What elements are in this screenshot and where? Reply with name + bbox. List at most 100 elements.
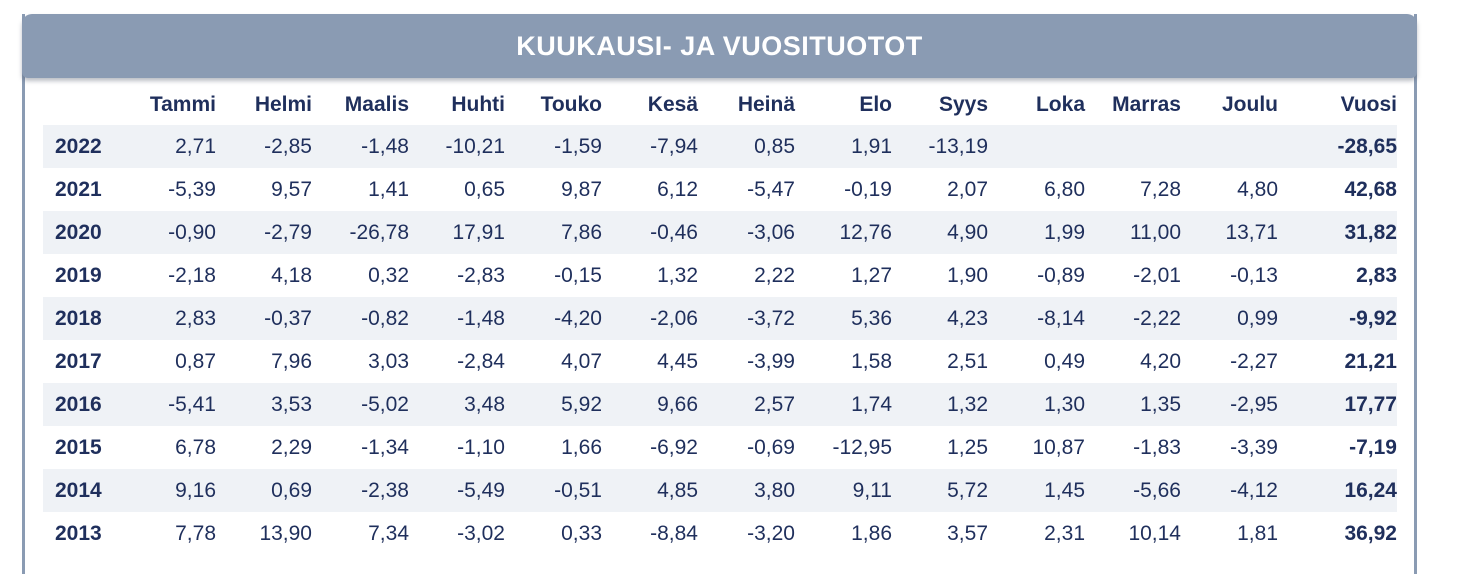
annual-value-cell: -28,65 — [1278, 125, 1397, 168]
month-value-cell: 1,41 — [368, 177, 409, 201]
month-value-cell: -1,59 — [505, 125, 602, 168]
month-value-cell: -3,39 — [1230, 435, 1278, 459]
month-value-cell: 9,87 — [561, 177, 602, 201]
month-value-cell: 7,96 — [271, 349, 312, 373]
month-value-cell: -0,13 — [1230, 263, 1278, 287]
year-cell: 2013 — [55, 521, 102, 545]
month-value-cell: 1,32 — [892, 383, 988, 426]
month-value-cell: 1,66 — [561, 435, 602, 459]
month-value-cell: 1,74 — [795, 383, 892, 426]
month-value-cell: 2,31 — [1044, 521, 1085, 545]
month-value-cell: -2,85 — [216, 125, 312, 168]
month-value-cell: 7,34 — [368, 521, 409, 545]
year-cell: 2020 — [43, 211, 128, 254]
column-header-elo: Elo — [859, 92, 892, 116]
column-header-huhti: Huhti — [451, 92, 505, 116]
month-value-cell: 4,45 — [657, 349, 698, 373]
month-value-cell: 2,07 — [947, 177, 988, 201]
year-cell: 2019 — [55, 263, 102, 287]
month-value-cell: 4,80 — [1237, 177, 1278, 201]
month-value-cell: 13,90 — [259, 521, 312, 545]
month-value-cell: 5,92 — [505, 383, 602, 426]
month-value-cell: 5,36 — [795, 297, 892, 340]
month-value-cell: -0,89 — [1037, 263, 1085, 287]
year-header — [43, 84, 128, 125]
month-value-cell: -2,18 — [168, 263, 216, 287]
annual-value-cell: 36,92 — [1344, 521, 1397, 545]
column-header-maalis: Maalis — [344, 92, 409, 116]
month-value-cell: -10,21 — [409, 125, 505, 168]
column-header-joulu: Joulu — [1222, 92, 1278, 116]
month-value-cell: 9,16 — [128, 469, 216, 512]
month-value-cell: -2,38 — [312, 469, 409, 512]
month-value-cell: -3,72 — [698, 297, 795, 340]
column-header-loka: Loka — [1035, 92, 1085, 116]
month-value-cell: 2,22 — [754, 263, 795, 287]
annual-value-cell: 2,83 — [1356, 263, 1397, 287]
table-row: 2022 2,71 -2,85 -1,48 -10,21 -1,59 -7,94 0,85 1,… — [43, 125, 1397, 168]
month-value-cell: -1,34 — [361, 435, 409, 459]
month-value-cell: 4,23 — [892, 297, 988, 340]
month-value-cell: 0,85 — [698, 125, 795, 168]
month-value-cell: 3,03 — [368, 349, 409, 373]
month-value-cell: -3,06 — [698, 211, 795, 254]
month-value-cell: 4,07 — [561, 349, 602, 373]
month-value-cell: -4,20 — [505, 297, 602, 340]
month-value-cell: -6,92 — [650, 435, 698, 459]
month-value-cell: -2,27 — [1230, 349, 1278, 373]
month-value-cell: -5,49 — [409, 469, 505, 512]
column-header-heinä: Heinä — [737, 92, 795, 116]
column-header-touko: Touko — [540, 92, 602, 116]
month-value-cell: -2,06 — [602, 297, 698, 340]
annual-value-cell: 17,77 — [1278, 383, 1397, 426]
month-value-cell: -2,95 — [1181, 383, 1278, 426]
month-value-cell: -5,02 — [312, 383, 409, 426]
month-value-cell: -5,39 — [168, 177, 216, 201]
month-value-cell: 1,86 — [851, 521, 892, 545]
month-value-cell: 7,86 — [505, 211, 602, 254]
title-banner: KUUKAUSI- JA VUOSITUOTOT — [22, 14, 1417, 78]
column-header-kesä: Kesä — [647, 92, 698, 116]
month-value-cell: -4,12 — [1181, 469, 1278, 512]
month-value-cell: -12,95 — [832, 435, 892, 459]
year-cell: 2016 — [43, 383, 128, 426]
month-value-cell: 2,29 — [271, 435, 312, 459]
month-value-cell: 0,99 — [1181, 297, 1278, 340]
month-value-cell: 1,27 — [851, 263, 892, 287]
month-value-cell: 2,51 — [947, 349, 988, 373]
month-value-cell: 4,18 — [271, 263, 312, 287]
month-value-cell: 9,11 — [795, 469, 892, 512]
month-value-cell: -2,01 — [1133, 263, 1181, 287]
month-value-cell: -0,82 — [312, 297, 409, 340]
column-header-tammi: Tammi — [149, 92, 216, 116]
month-value-cell — [988, 125, 1085, 168]
month-value-cell: 0,69 — [216, 469, 312, 512]
month-value-cell: 6,80 — [1044, 177, 1085, 201]
column-header-vuosi: Vuosi — [1340, 92, 1397, 116]
month-value-cell: 6,78 — [175, 435, 216, 459]
month-value-cell: -0,19 — [844, 177, 892, 201]
month-value-cell — [1085, 125, 1181, 168]
column-header-syys: Syys — [938, 92, 988, 116]
month-value-cell: -26,78 — [312, 211, 409, 254]
table-row: 2014 9,16 0,69 -2,38 -5,49 -0,51 4,85 3,80 9,11 5… — [43, 469, 1397, 512]
table-title: KUUKAUSI- JA VUOSITUOTOT — [516, 30, 923, 61]
month-value-cell: 1,91 — [795, 125, 892, 168]
month-value-cell: 1,25 — [947, 435, 988, 459]
month-value-cell: 1,99 — [988, 211, 1085, 254]
column-header-helmi: Helmi — [254, 92, 312, 116]
month-value-cell: 4,20 — [1140, 349, 1181, 373]
month-value-cell: -0,46 — [602, 211, 698, 254]
table-row: 2017 0,87 7,96 3,03 -2,84 4,07 4,45 -3,99 1,58 2,… — [43, 340, 1397, 383]
annual-value-cell: 16,24 — [1278, 469, 1397, 512]
month-value-cell: -0,15 — [554, 263, 602, 287]
month-value-cell: 2,71 — [128, 125, 216, 168]
month-value-cell: -2,84 — [457, 349, 505, 373]
month-value-cell: 2,83 — [128, 297, 216, 340]
month-value-cell: -5,47 — [747, 177, 795, 201]
year-cell: 2018 — [43, 297, 128, 340]
month-value-cell: 7,28 — [1140, 177, 1181, 201]
month-value-cell: -7,94 — [602, 125, 698, 168]
month-value-cell: -1,48 — [409, 297, 505, 340]
month-value-cell: 0,32 — [368, 263, 409, 287]
